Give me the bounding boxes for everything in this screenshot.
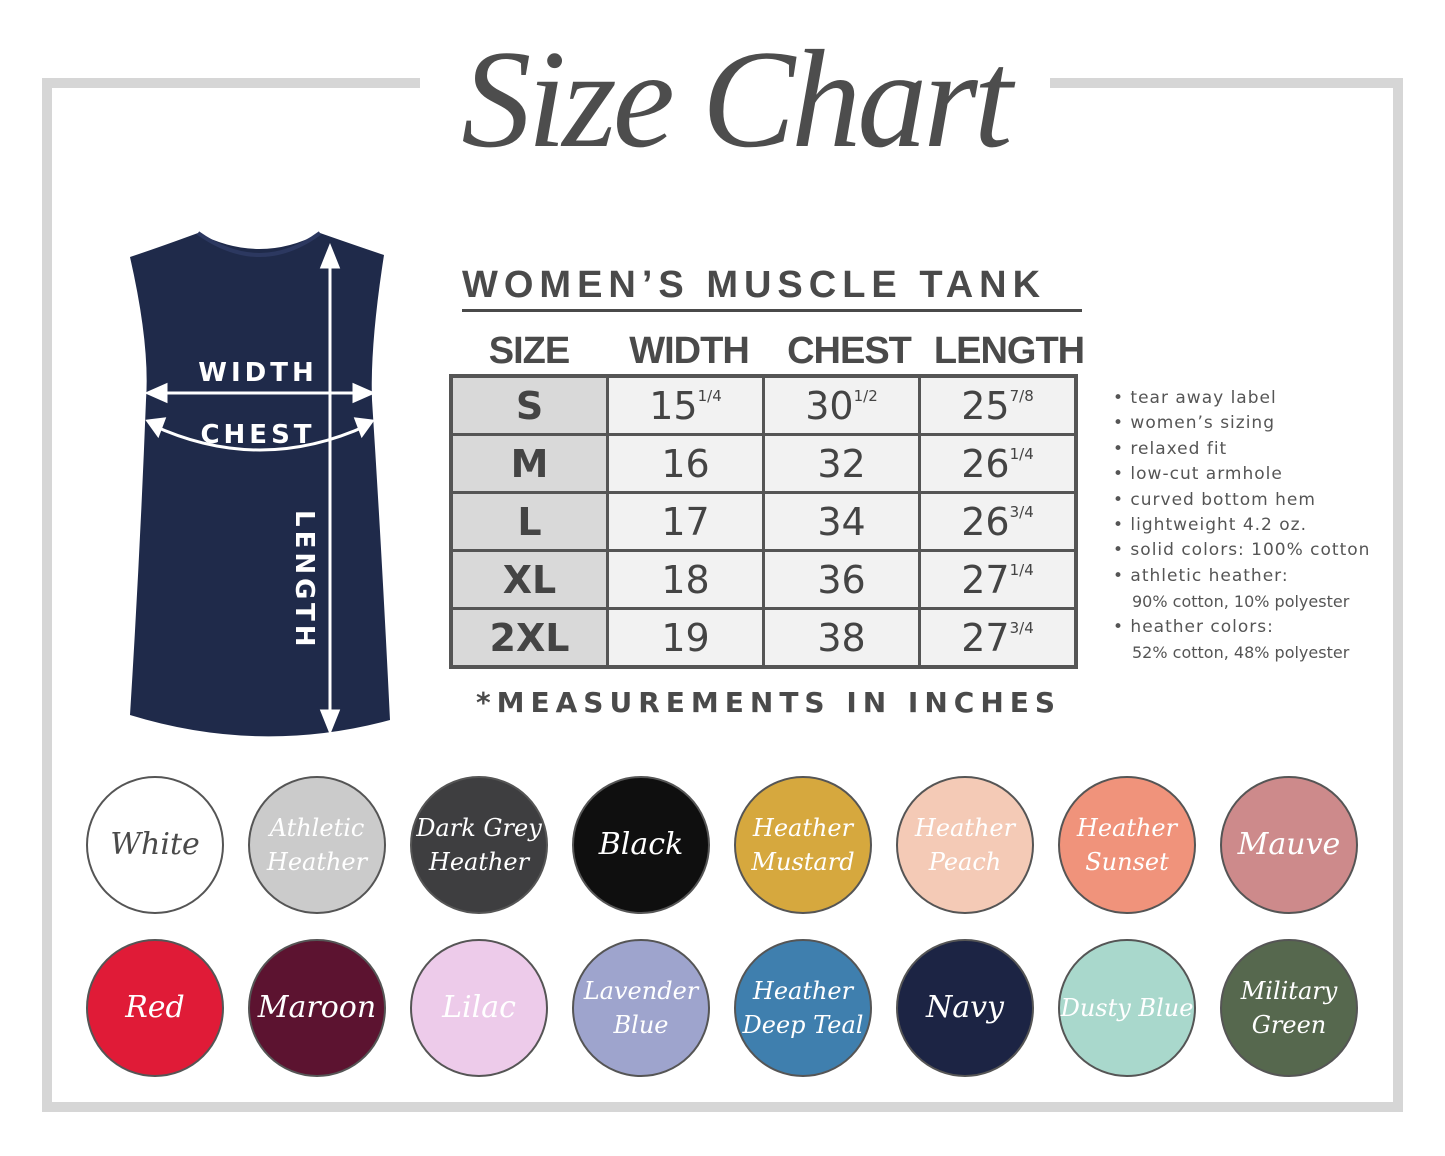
width-cell: 19 [606,607,765,669]
chest-cell: 32 [762,433,921,494]
swatch-label: Athletic Heather [266,814,368,876]
header-width: WIDTH [629,330,750,372]
tank-illustration: WIDTH CHEST LENGTH [130,231,390,737]
swatch-heather-peach: Heather Peach [896,776,1034,914]
swatch-maroon: Maroon [248,939,386,1077]
swatch-mauve: Mauve [1220,776,1358,914]
swatch-label: Dark Grey Heather [416,814,542,876]
size-cell: 2XL [449,607,609,669]
swatch-label: White [110,827,200,862]
swatch-military-green: Military Green [1220,939,1358,1077]
length-label: LENGTH [289,510,319,650]
chest-cell: 301/2 [762,374,921,436]
feature-item: • solid colors: 100% cotton [1113,540,1371,561]
table-row: L 17 34 263/4 [449,491,1078,552]
swatch-black: Black [572,776,710,914]
feature-item: • athletic heather: [1113,565,1289,586]
table-row: S 151/4 301/2 257/8 [449,374,1078,436]
swatch-label: Heather Sunset [1076,814,1178,876]
table-title: WOMEN’S MUSCLE TANK [462,264,1082,312]
header-size: SIZE [488,330,570,372]
feature-list: • tear away label • women’s sizing • relax… [1113,386,1370,665]
swatch-label: Mauve [1237,827,1341,862]
length-cell: 263/4 [918,491,1078,552]
size-table: S 151/4 301/2 257/8 M 16 32 261/4 L 17 34 263/4 XL 18… [449,374,1078,669]
swatch-white: White [86,776,224,914]
chest-cell: 36 [762,549,921,610]
swatch-label: Heather Peach [914,814,1016,876]
swatch-label: Black [598,827,684,862]
swatch-heather-sunset: Heather Sunset [1058,776,1196,914]
length-cell: 271/4 [918,549,1078,610]
swatch-label: Military Green [1240,977,1338,1039]
swatch-label: Heather Deep Teal [742,977,864,1039]
width-cell: 18 [606,549,765,610]
feature-item: 52% cotton, 48% polyester [1132,643,1350,663]
feature-item: • women’s sizing [1113,413,1275,434]
width-cell: 17 [606,491,765,552]
swatch-label: Maroon [257,990,377,1025]
swatch-label: Lilac [442,990,516,1025]
size-cell: L [449,491,609,552]
chest-cell: 34 [762,491,921,552]
header-length: LENGTH [933,330,1085,372]
feature-item: • tear away label [1113,388,1277,408]
size-cell: XL [449,549,609,610]
swatch-label: Heather Mustard [751,814,855,876]
header-chest: CHEST [787,330,912,372]
swatch-dark-grey-heather: Dark Grey Heather [410,776,548,914]
swatch-lavender-blue: Lavender Blue [572,939,710,1077]
swatch-label: Navy [925,990,1005,1025]
feature-item: • curved bottom hem [1113,489,1316,510]
measurement-note: *MEASUREMENTS IN INCHES [476,686,1062,719]
feature-item: • relaxed fit [1113,438,1228,459]
swatch-lilac: Lilac [410,939,548,1077]
swatch-heather-mustard: Heather Mustard [734,776,872,914]
swatch-navy: Navy [896,939,1034,1077]
chest-cell: 38 [762,607,921,669]
size-cell: M [449,433,609,494]
length-cell: 273/4 [918,607,1078,669]
swatch-athletic-heather: Athletic Heather [248,776,386,914]
table-row: 2XL 19 38 273/4 [449,607,1078,669]
feature-item: • low-cut armhole [1113,464,1283,485]
table-row: XL 18 36 271/4 [449,549,1078,610]
swatch-dusty-blue: Dusty Blue [1058,939,1196,1077]
swatch-label: Lavender Blue [583,977,699,1039]
length-cell: 257/8 [918,374,1078,436]
swatch-label: Dusty Blue [1060,994,1194,1022]
feature-item: • lightweight 4.2 oz. [1113,515,1307,536]
feature-item: • heather colors: [1113,616,1274,637]
width-cell: 151/4 [606,374,765,436]
size-cell: S [449,374,609,436]
feature-item: 90% cotton, 10% polyester [1132,592,1350,612]
page-title: Size Chart [461,22,1012,177]
swatch-heather-deep-teal: Heather Deep Teal [734,939,872,1077]
table-row: M 16 32 261/4 [449,433,1078,494]
swatch-label: Red [125,990,185,1025]
length-cell: 261/4 [918,433,1078,494]
swatch-red: Red [86,939,224,1077]
width-cell: 16 [606,433,765,494]
chest-label: CHEST [200,420,315,450]
width-label: WIDTH [198,358,317,388]
